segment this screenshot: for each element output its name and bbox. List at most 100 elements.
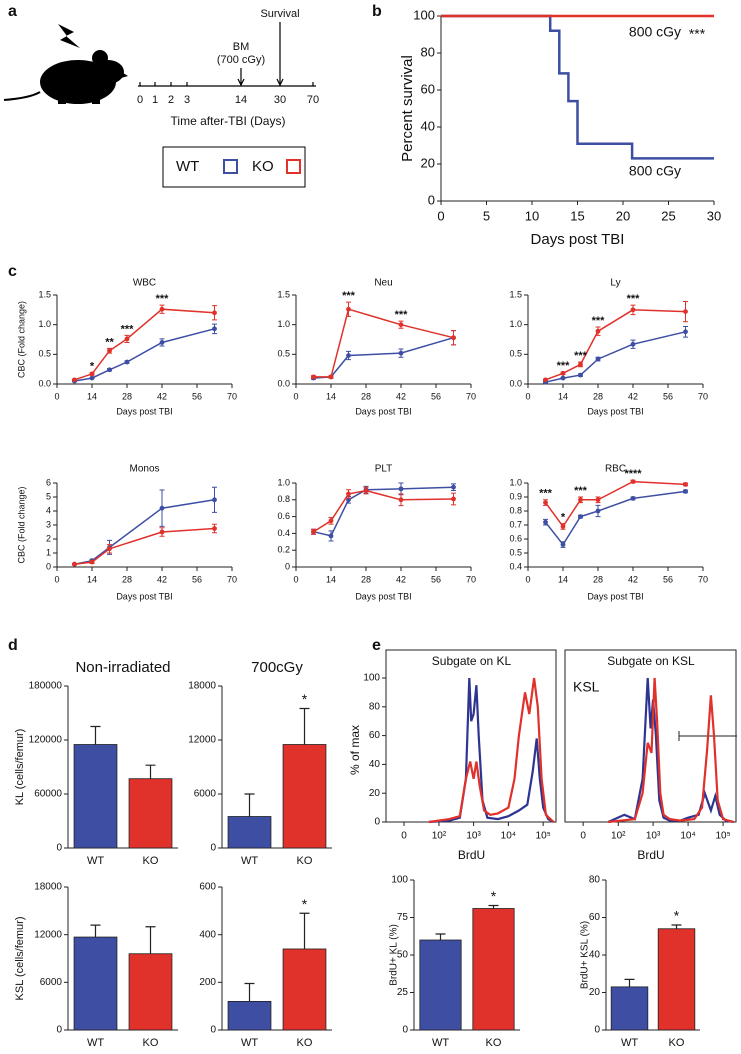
x-tick-label: 10⁴ [680, 831, 695, 842]
y-tick-label: 100 [391, 875, 408, 886]
bar [282, 948, 327, 1031]
x-tick-label: 0 [401, 831, 407, 842]
x-tick-label: 28 [361, 391, 371, 401]
data-point [578, 497, 583, 503]
x-tick-label: 5 [483, 208, 490, 223]
x-tick-label: 42 [396, 391, 406, 401]
y-tick-label: 6000 [194, 789, 217, 800]
x-tick-label: 14 [87, 391, 97, 401]
data-point [212, 310, 217, 316]
y-axis-label: KL (cells/femur) [14, 729, 26, 806]
x-tick-label: 14 [558, 574, 568, 584]
y-tick-label: 0 [285, 561, 290, 571]
y-tick-label: 0.5 [277, 349, 290, 359]
y-tick-label: 1.0 [509, 477, 522, 487]
timeline-annotation: Survival [260, 8, 299, 20]
error-bar [145, 764, 156, 779]
legend-box [162, 146, 306, 188]
data-point [595, 508, 601, 514]
y-tick-label: 1.0 [509, 319, 522, 329]
x-tick-label: WT [621, 1037, 638, 1049]
y-tick-label: 0.7 [509, 519, 522, 529]
x-tick-label: KO [486, 1037, 502, 1049]
y-axis-label: KSL (cells/femur) [14, 917, 26, 1001]
data-point [683, 489, 688, 494]
y-tick-label: 1.5 [509, 289, 522, 299]
panel-label: d [8, 637, 18, 654]
panel-label: a [8, 3, 17, 20]
data-point [560, 370, 566, 376]
annotation: * [90, 361, 95, 373]
y-tick-label: 120000 [29, 735, 63, 746]
annotation: * [491, 888, 497, 904]
timeline-annotation: (700 cGy) [217, 54, 265, 66]
error-bar [299, 707, 310, 745]
error-bar [90, 725, 101, 745]
error-bar [90, 924, 101, 938]
x-tick-label: 0 [293, 574, 298, 584]
panel-label: c [8, 263, 17, 280]
data-point [159, 306, 165, 312]
x-tick-label: 0 [293, 391, 298, 401]
y-tick-label: 0.8 [509, 505, 522, 515]
bar [657, 928, 696, 1031]
data-point [560, 542, 566, 547]
data-point [630, 307, 636, 313]
y-tick-label: 80 [369, 701, 381, 712]
chart-title: Subgate on KL [432, 654, 512, 668]
series-line [428, 677, 555, 824]
x-tick-label: 28 [122, 574, 132, 584]
timeline-annotation: BM [233, 41, 250, 53]
data-point [159, 529, 165, 535]
y-tick-label: 0 [428, 192, 435, 207]
y-tick-label: 0.4 [509, 561, 522, 571]
x-axis-label: Days post TBI [116, 406, 172, 416]
error-bar [145, 926, 156, 954]
y-tick-label: 0 [594, 1025, 600, 1036]
x-tick-label: 20 [616, 208, 630, 223]
chart-title: Ly [610, 278, 620, 289]
error-bar [671, 924, 682, 929]
y-tick-label: 60 [589, 912, 601, 923]
annotation: 800 cGy [629, 24, 681, 40]
data-point [683, 309, 688, 315]
data-point [560, 375, 566, 381]
y-tick-label: 75 [397, 912, 409, 923]
error-bar [488, 904, 499, 909]
y-tick-label: 18000 [188, 681, 216, 692]
y-tick-label: 1 [46, 547, 51, 557]
data-point [578, 514, 583, 519]
bar [227, 816, 272, 849]
x-tick-label: WT [241, 855, 258, 867]
y-tick-label: 600 [199, 882, 216, 893]
y-tick-label: 40 [589, 950, 601, 961]
data-point [212, 526, 217, 531]
annotation: *** [395, 309, 409, 321]
y-tick-label: 0.4 [277, 528, 290, 538]
y-tick-label: 2 [46, 533, 51, 543]
data-point [363, 488, 369, 493]
x-axis-label: Days post TBI [587, 591, 643, 601]
error-bar [244, 793, 255, 817]
x-tick-label: 56 [663, 574, 673, 584]
x-tick-label: 0 [525, 391, 530, 401]
x-tick-label: 42 [396, 574, 406, 584]
annotation: * [674, 908, 680, 924]
series-line [313, 308, 454, 378]
y-tick-label: 25 [397, 987, 409, 998]
x-tick-label: 10⁴ [501, 831, 516, 842]
data-point [578, 362, 583, 367]
x-tick-label: 10³ [466, 831, 481, 842]
y-tick-label: 40 [421, 118, 435, 133]
y-tick-label: 6000 [40, 977, 63, 988]
data-point [212, 497, 217, 503]
series-line [441, 14, 714, 160]
series-line [428, 677, 555, 824]
data-point [451, 484, 456, 490]
y-tick-label: 60000 [34, 789, 62, 800]
y-tick-label: 12000 [188, 735, 216, 746]
bar [282, 744, 327, 849]
y-tick-label: 0.5 [38, 349, 51, 359]
series-line [74, 499, 215, 565]
